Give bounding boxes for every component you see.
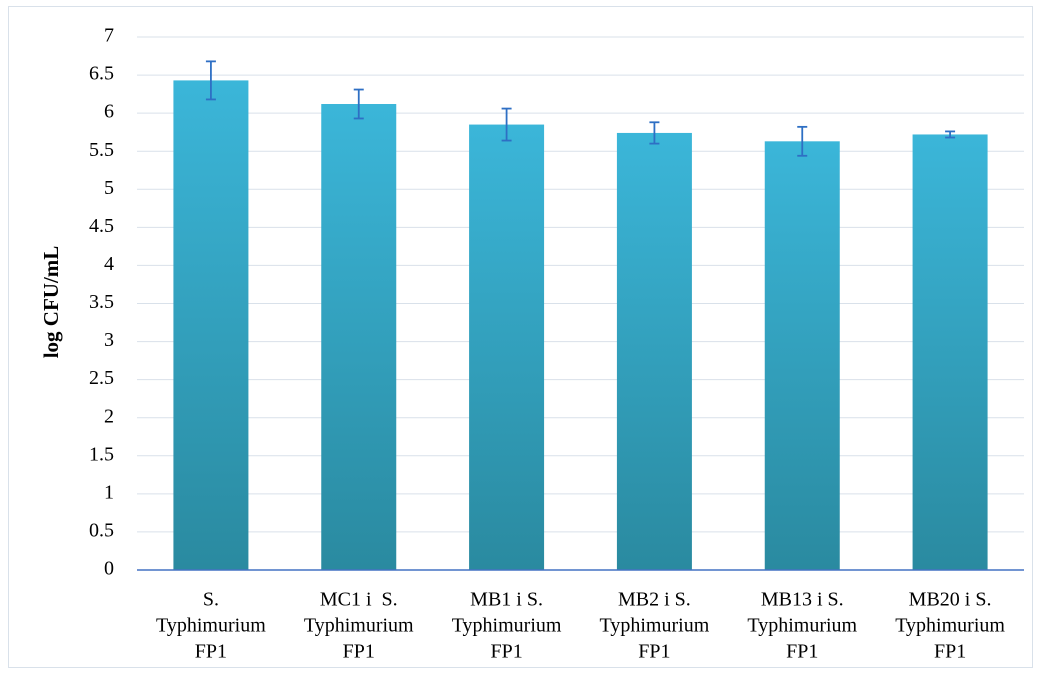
bar [469, 124, 545, 571]
x-category-label: FP1 [490, 641, 522, 663]
x-category-label: FP1 [934, 641, 966, 663]
x-category-label: FP1 [343, 641, 375, 663]
y-tick-label: 6 [104, 101, 114, 123]
y-tick-label: 0.5 [89, 520, 114, 542]
y-tick-label: 6.5 [89, 63, 114, 85]
y-tick-label: 1 [104, 481, 114, 503]
error-bar [353, 88, 364, 120]
y-tick-label: 4 [104, 253, 114, 275]
y-tick-label: 3 [104, 329, 114, 351]
bar [321, 104, 397, 571]
x-category-label: MB20 i S. [909, 589, 992, 611]
bar [912, 134, 988, 570]
y-axis-label: log CFU/mL [39, 246, 63, 359]
x-category-label: MB13 i S. [761, 589, 844, 611]
x-category-labels: S. Typhimurium FP1 MC1 i S. Typhimurium FP1 MB… [156, 589, 1005, 663]
y-tick-labels: 0 0.5 1 1.5 2 2.5 3 3.5 4 4.5 5 5.5 6 6.5 7 [89, 25, 114, 580]
x-category-label: Typhimurium [304, 615, 414, 637]
bar [616, 132, 692, 570]
y-tick-label: 5 [104, 177, 114, 199]
x-category-label: MC1 i S. [320, 589, 398, 611]
y-tick-label: 1.5 [89, 443, 114, 465]
y-tick-label: 3.5 [89, 291, 114, 313]
bar [764, 141, 840, 570]
error-bar [945, 130, 956, 139]
x-category-label: Typhimurium [452, 615, 562, 637]
x-category-label: MB1 i S. [470, 589, 543, 611]
bars [173, 80, 988, 571]
x-category-label: FP1 [195, 641, 227, 663]
gridlines [137, 36, 1024, 533]
y-tick-label: 5.5 [89, 139, 114, 161]
y-tick-label: 2.5 [89, 367, 114, 389]
x-category-label: Typhimurium [895, 615, 1005, 637]
x-category-label: Typhimurium [600, 615, 710, 637]
error-bar [797, 125, 808, 157]
error-bars [205, 60, 956, 157]
y-tick-label: 2 [104, 405, 114, 427]
y-tick-label: 4.5 [89, 215, 114, 237]
x-category-label: MB2 i S. [618, 589, 691, 611]
x-category-label: FP1 [638, 641, 670, 663]
x-category-label: FP1 [786, 641, 818, 663]
y-tick-label: 7 [104, 25, 114, 47]
x-category-label: S. [203, 589, 219, 611]
bar [173, 80, 249, 570]
error-bar [501, 107, 512, 142]
x-category-label: Typhimurium [156, 615, 266, 637]
error-bar [649, 121, 660, 145]
error-bar [205, 60, 216, 101]
x-category-label: Typhimurium [747, 615, 857, 637]
y-tick-label: 0 [104, 558, 114, 580]
